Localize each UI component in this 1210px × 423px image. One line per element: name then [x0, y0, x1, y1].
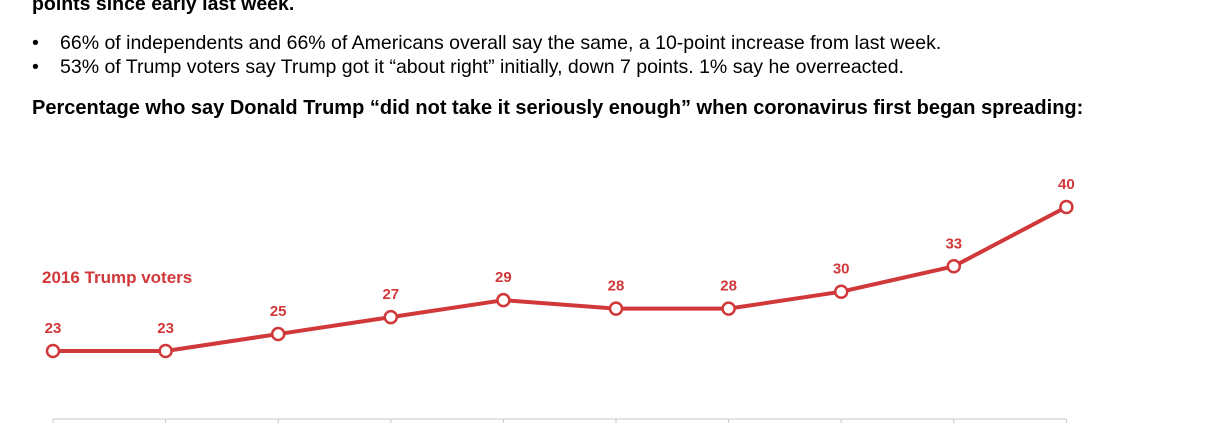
data-label: 23	[157, 320, 174, 337]
data-point	[45, 343, 61, 359]
data-point	[496, 292, 511, 308]
data-label: 28	[608, 278, 625, 295]
data-label: 40	[1058, 176, 1075, 193]
series-line	[53, 205, 1068, 353]
data-point	[833, 284, 849, 299]
data-label: 30	[833, 261, 850, 278]
data-point	[946, 259, 962, 274]
data-point	[721, 301, 736, 316]
bullet-item: 66% of independents and 66% of Americans…	[32, 31, 941, 55]
data-label: 33	[945, 235, 962, 252]
data-label: 29	[495, 269, 512, 286]
data-point	[608, 301, 624, 316]
data-label: 23	[45, 320, 62, 337]
bullet-item: 53% of Trump voters say Trump got it “ab…	[32, 55, 941, 79]
data-point	[383, 309, 399, 325]
data-label: 25	[270, 303, 287, 320]
series-label: 2016 Trump voters	[42, 268, 192, 287]
data-point	[1059, 199, 1074, 215]
intro-text: points since early last week.	[32, 0, 295, 15]
data-point	[158, 343, 173, 359]
chart-title: Percentage who say Donald Trump “did not…	[32, 97, 1084, 119]
data-point	[270, 326, 286, 342]
bullet-list: 66% of independents and 66% of Americans…	[32, 31, 941, 79]
data-label: 28	[720, 278, 737, 295]
data-label: 27	[382, 286, 399, 303]
